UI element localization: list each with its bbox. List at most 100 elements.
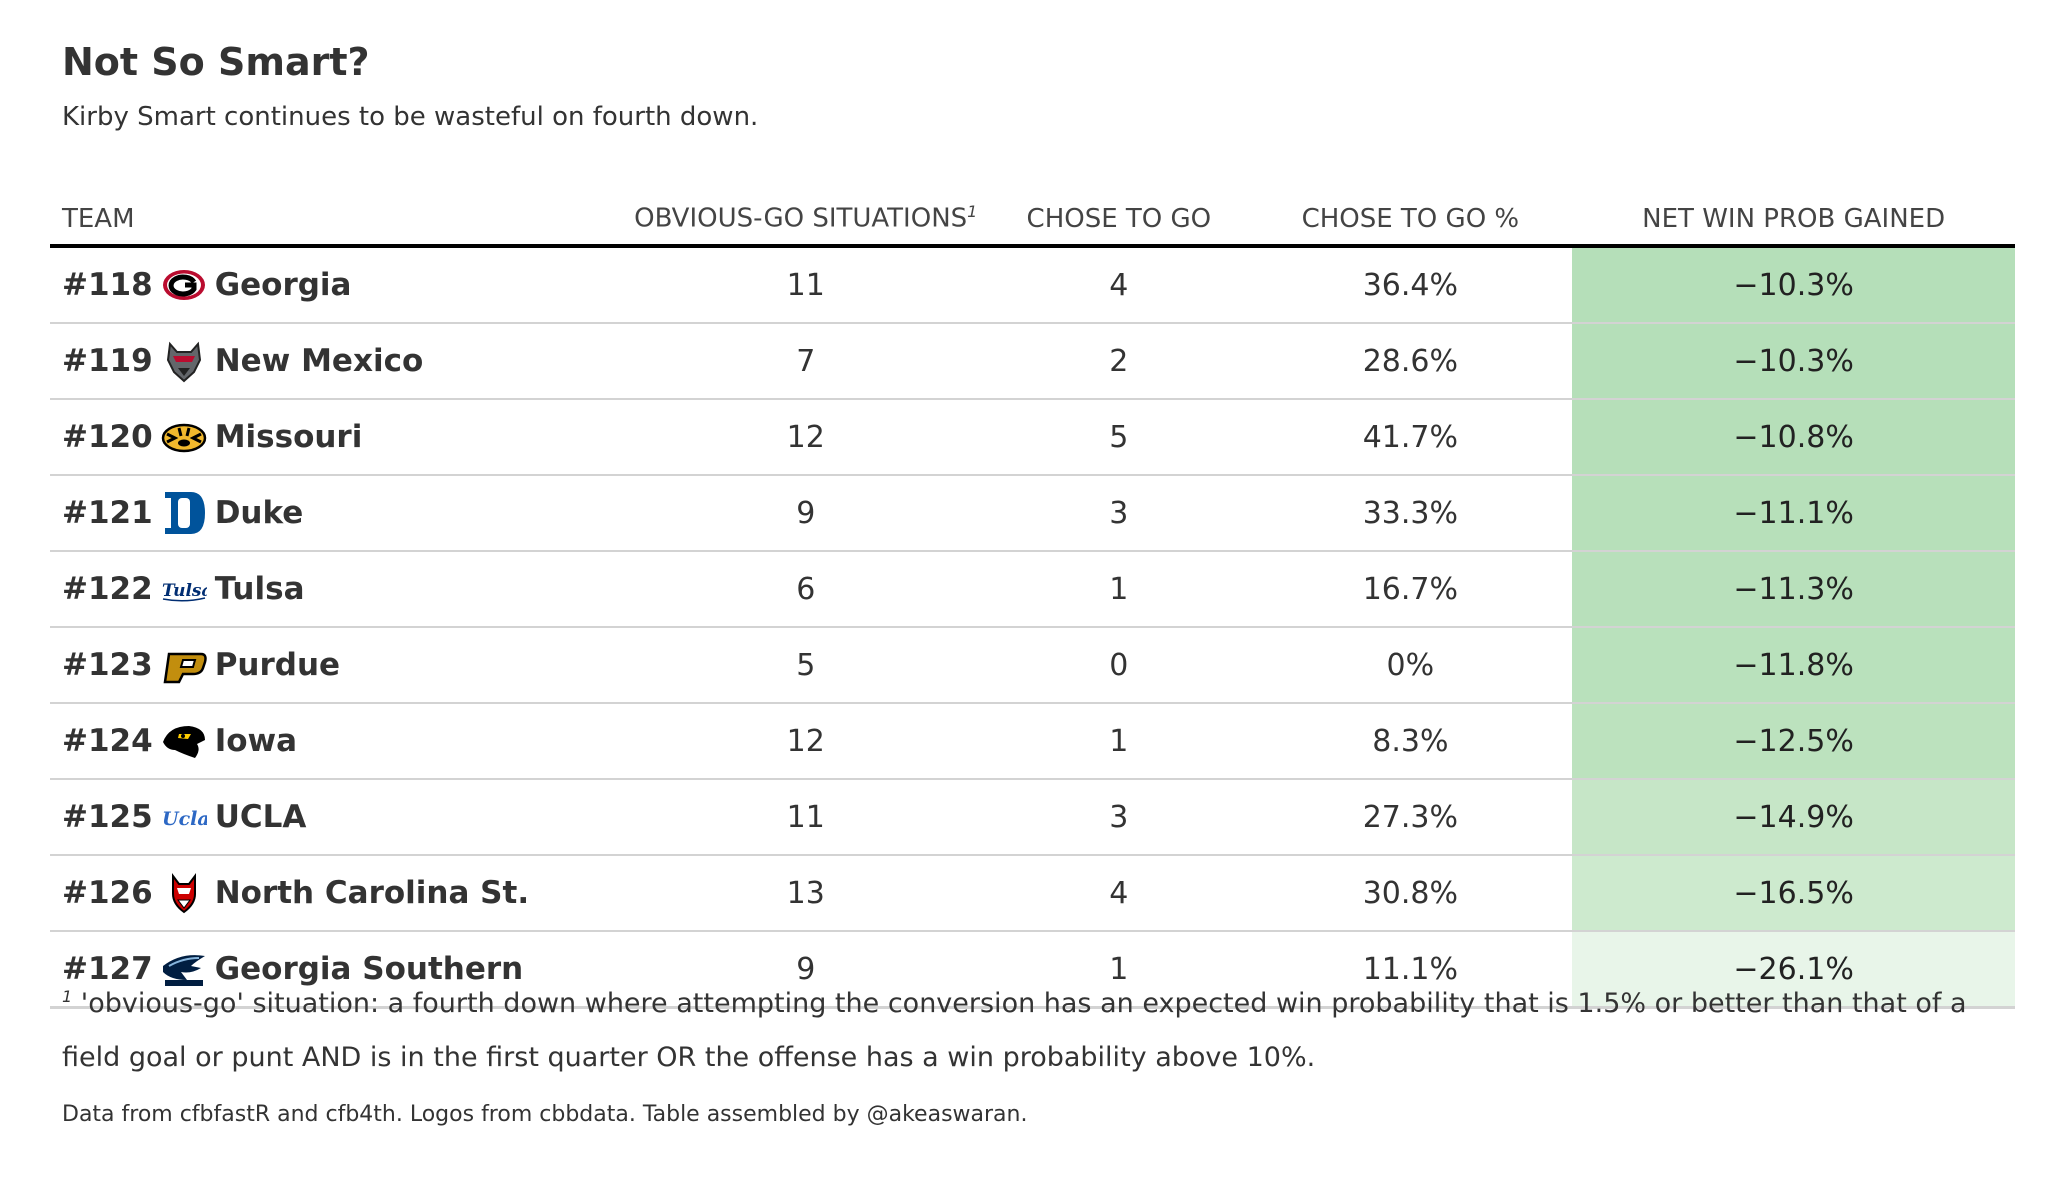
- chose-to-go-cell: 1: [989, 551, 1249, 628]
- team-rank: #118: [62, 267, 153, 303]
- chose-to-go-cell: 1: [989, 931, 1249, 1009]
- table-subtitle: Kirby Smart continues to be wasteful on …: [62, 102, 759, 132]
- nc-state-wolf-logo-icon: [161, 870, 207, 916]
- team-rank: #127: [62, 951, 153, 987]
- team-cell: #120 Missouri: [50, 399, 623, 476]
- chose-to-go-cell: 3: [989, 475, 1249, 552]
- missouri-tiger-logo-icon: [161, 414, 207, 460]
- net-win-prob-cell: −11.8%: [1572, 627, 2015, 704]
- new-mexico-lobo-logo-icon: [161, 338, 207, 384]
- net-win-prob-cell: −14.9%: [1572, 779, 2015, 856]
- purdue-p-logo-icon: [161, 642, 207, 688]
- svg-text:Ucla: Ucla: [162, 808, 207, 830]
- tulsa-script-logo-icon: Tulsa: [161, 566, 207, 612]
- footnote-text: 'obvious-go' situation: a fourth down wh…: [62, 988, 1967, 1073]
- obvious-go-cell: 11: [622, 779, 990, 856]
- obvious-go-cell: 6: [622, 551, 990, 628]
- team-name: Iowa: [214, 723, 298, 759]
- column-header-footnote-mark: 1: [967, 202, 978, 222]
- table-row: #118 Georgia 11 4 36.4% −10.3%: [50, 246, 2015, 324]
- team-rank: #122: [62, 571, 153, 607]
- column-header-net-win-prob: NET WIN PROB GAINED: [1572, 152, 2015, 248]
- team-name: North Carolina St.: [214, 875, 530, 911]
- team-cell: #121 Duke: [50, 475, 623, 552]
- column-header-team: TEAM: [50, 152, 623, 248]
- iowa-hawkeye-logo-icon: [161, 718, 207, 764]
- chose-to-go-cell: 3: [989, 779, 1249, 856]
- column-header-chose-to-go: CHOSE TO GO: [989, 152, 1249, 248]
- chose-to-go-pct-cell: 11.1%: [1248, 931, 1573, 1009]
- obvious-go-cell: 9: [622, 475, 990, 552]
- net-win-prob-cell: −10.3%: [1572, 323, 2015, 400]
- obvious-go-cell: 5: [622, 627, 990, 704]
- team-name: Duke: [214, 495, 304, 531]
- table-row: #120 Missouri 12 5 41.7% −10.8%: [50, 399, 2015, 476]
- chose-to-go-cell: 5: [989, 399, 1249, 476]
- net-win-prob-cell: −12.5%: [1572, 703, 2015, 780]
- chose-to-go-pct-cell: 33.3%: [1248, 475, 1573, 552]
- chose-to-go-pct-cell: 27.3%: [1248, 779, 1573, 856]
- georgia-southern-eagle-logo-icon: [161, 946, 207, 992]
- chose-to-go-pct-cell: 8.3%: [1248, 703, 1573, 780]
- chose-to-go-cell: 0: [989, 627, 1249, 704]
- team-cell: #119 New Mexico: [50, 323, 623, 400]
- team-rank: #123: [62, 647, 153, 683]
- column-header-chose-to-go-pct: CHOSE TO GO %: [1248, 152, 1573, 248]
- team-name: Tulsa: [214, 571, 305, 607]
- chose-to-go-cell: 4: [989, 246, 1249, 324]
- team-name: Missouri: [214, 419, 363, 455]
- column-header-obvious-go-label: OBVIOUS-GO SITUATIONS: [634, 204, 968, 234]
- chose-to-go-pct-cell: 16.7%: [1248, 551, 1573, 628]
- team-cell: #118 Georgia: [50, 246, 623, 324]
- chose-to-go-cell: 2: [989, 323, 1249, 400]
- rankings-table: TEAM OBVIOUS-GO SITUATIONS1 CHOSE TO GO …: [50, 152, 2015, 1009]
- team-rank: #124: [62, 723, 153, 759]
- obvious-go-cell: 11: [622, 246, 990, 324]
- table-row: #123 Purdue 5 0 0% −11.8%: [50, 627, 2015, 704]
- table-body: #118 Georgia 11 4 36.4% −10.3% #119 New Mexico 7…: [50, 246, 2015, 1009]
- column-header-obvious-go: OBVIOUS-GO SITUATIONS1: [622, 152, 990, 248]
- table-row: #121 Duke 9 3 33.3% −11.1%: [50, 475, 2015, 552]
- obvious-go-cell: 13: [622, 855, 990, 932]
- team-cell: #124 Iowa: [50, 703, 623, 780]
- header-row: TEAM OBVIOUS-GO SITUATIONS1 CHOSE TO GO …: [50, 152, 2015, 248]
- table-row: #127 Georgia Southern 9 1 11.1% −26.1%: [50, 931, 2015, 1009]
- team-cell: #125 Ucla UCLA: [50, 779, 623, 856]
- net-win-prob-cell: −10.3%: [1572, 246, 2015, 324]
- chose-to-go-cell: 4: [989, 855, 1249, 932]
- chose-to-go-pct-cell: 30.8%: [1248, 855, 1573, 932]
- team-rank: #119: [62, 343, 153, 379]
- team-rank: #120: [62, 419, 153, 455]
- table-row: #125 Ucla UCLA 11 3 27.3% −14.9%: [50, 779, 2015, 856]
- obvious-go-cell: 12: [622, 399, 990, 476]
- table-row: #126 North Carolina St. 13 4 30.8% −16.5%: [50, 855, 2015, 932]
- duke-d-logo-icon: [161, 490, 207, 536]
- footnote: 1 'obvious-go' situation: a fourth down …: [62, 970, 2012, 1085]
- net-win-prob-cell: −26.1%: [1572, 931, 2015, 1009]
- team-name: Georgia: [214, 267, 352, 303]
- chose-to-go-cell: 1: [989, 703, 1249, 780]
- net-win-prob-cell: −11.3%: [1572, 551, 2015, 628]
- source-note: Data from cfbfastR and cfb4th. Logos fro…: [62, 1102, 1028, 1127]
- team-cell: #126 North Carolina St.: [50, 855, 623, 932]
- net-win-prob-cell: −11.1%: [1572, 475, 2015, 552]
- footnote-mark: 1: [62, 987, 73, 1006]
- team-name: New Mexico: [214, 343, 424, 379]
- team-name: Purdue: [214, 647, 341, 683]
- georgia-g-logo-icon: [161, 262, 207, 308]
- obvious-go-cell: 7: [622, 323, 990, 400]
- ucla-script-logo-icon: Ucla: [161, 794, 207, 840]
- net-win-prob-cell: −10.8%: [1572, 399, 2015, 476]
- team-cell: #122 Tulsa Tulsa: [50, 551, 623, 628]
- obvious-go-cell: 12: [622, 703, 990, 780]
- team-name: UCLA: [214, 799, 307, 835]
- table-row: #124 Iowa 12 1 8.3% −12.5%: [50, 703, 2015, 780]
- team-cell: #123 Purdue: [50, 627, 623, 704]
- svg-text:Tulsa: Tulsa: [162, 581, 207, 601]
- chose-to-go-pct-cell: 28.6%: [1248, 323, 1573, 400]
- chose-to-go-pct-cell: 36.4%: [1248, 246, 1573, 324]
- team-rank: #121: [62, 495, 153, 531]
- obvious-go-cell: 9: [622, 931, 990, 1009]
- team-cell: #127 Georgia Southern: [50, 931, 623, 1009]
- chose-to-go-pct-cell: 41.7%: [1248, 399, 1573, 476]
